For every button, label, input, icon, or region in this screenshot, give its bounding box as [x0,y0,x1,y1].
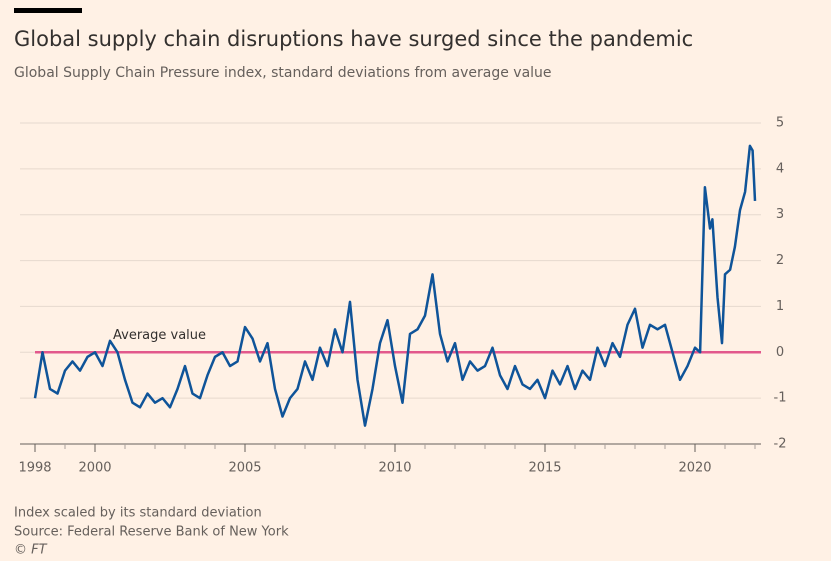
y-tick-label: 4 [776,161,784,176]
chart-title: Global supply chain disruptions have sur… [14,27,693,51]
y-tick-label: 3 [776,207,784,222]
x-tick-label: 2015 [528,461,561,476]
x-tick-label: 2010 [378,461,411,476]
y-tick-label: -1 [774,391,787,406]
y-tick-label: 2 [776,253,784,268]
y-tick-label: -2 [774,437,787,452]
note: Index scaled by its standard deviation [14,506,262,521]
x-tick-label: 2020 [678,461,711,476]
y-tick-label: 0 [776,345,784,360]
copyright: © FT [14,543,48,558]
source: Source: Federal Reserve Bank of New York [14,525,289,540]
data-line [33,144,757,427]
y-tick-label: 1 [776,299,784,314]
x-tick-label: 2000 [78,461,111,476]
x-tick-label: 2005 [228,461,261,476]
x-tick-label: 1998 [18,461,51,476]
annotation: Average value [113,328,206,343]
brand-bar [14,8,82,13]
y-tick-label: 5 [776,116,784,131]
chart-subtitle: Global Supply Chain Pressure index, stan… [14,65,552,81]
